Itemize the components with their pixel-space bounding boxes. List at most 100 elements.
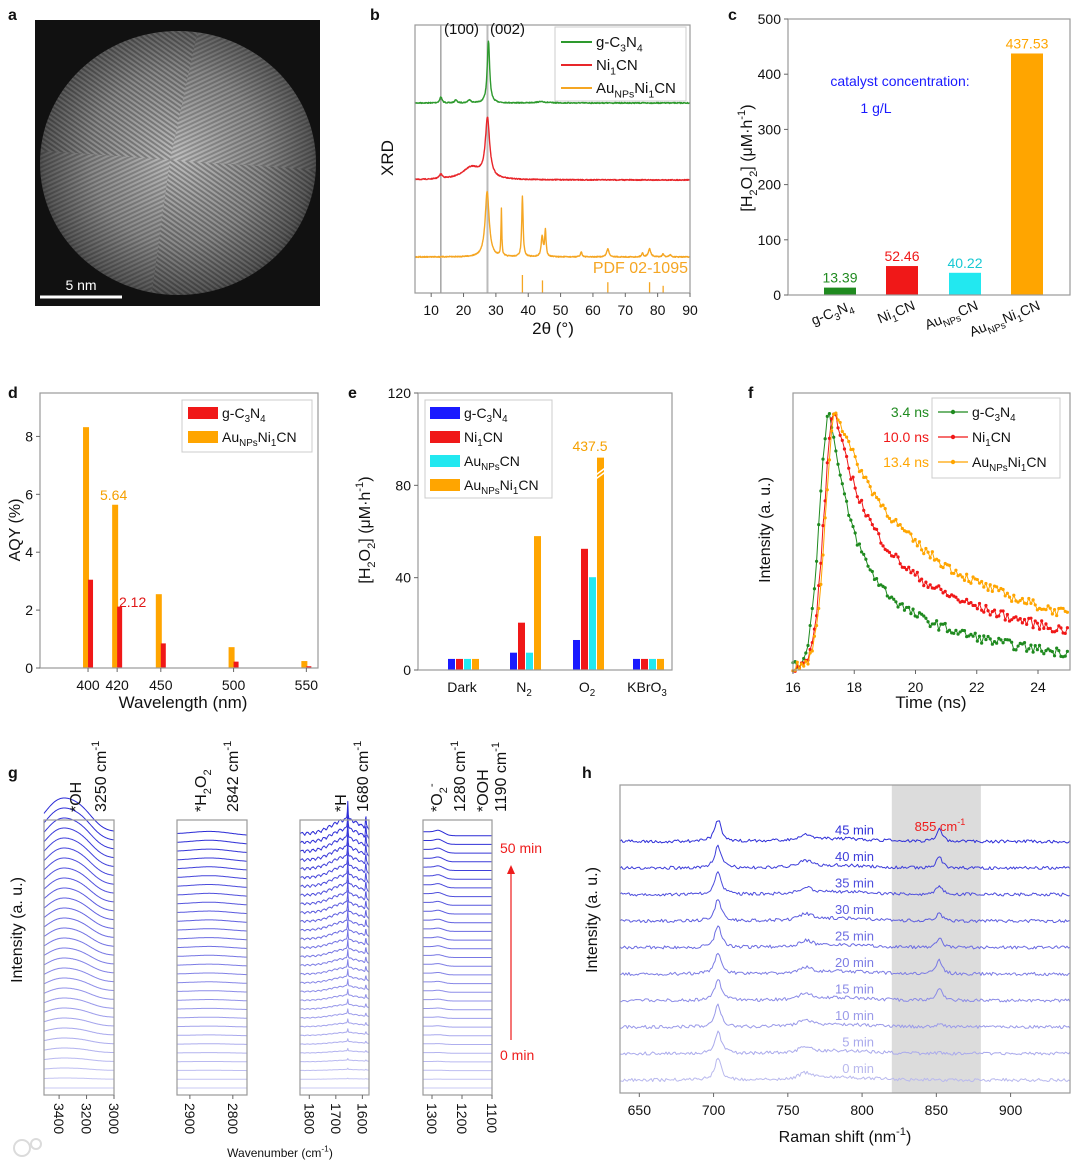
panel-letter: c xyxy=(728,7,737,24)
data-point xyxy=(920,548,924,552)
data-point xyxy=(982,585,986,589)
data-point xyxy=(1033,603,1037,607)
ftir-trace xyxy=(177,999,247,1002)
data-point xyxy=(1033,619,1037,623)
data-point xyxy=(971,634,975,638)
data-point xyxy=(960,575,964,579)
data-point xyxy=(842,432,847,437)
x-tick-label: 1700 xyxy=(328,1103,344,1134)
data-point xyxy=(1065,626,1069,630)
legend-swatch xyxy=(430,431,460,443)
data-point xyxy=(911,568,915,573)
data-point xyxy=(986,588,990,592)
data-point xyxy=(952,631,956,635)
data-point xyxy=(954,628,958,632)
ftir-trace xyxy=(43,967,115,983)
x-tick-label: AuNPsCN xyxy=(922,297,981,337)
data-point xyxy=(997,589,1001,593)
ftir-trace xyxy=(43,807,115,841)
y-tick-label: 0 xyxy=(403,662,411,678)
bar xyxy=(456,658,463,670)
ftir-trace xyxy=(43,1067,114,1071)
ftir-trace xyxy=(423,918,492,924)
data-point xyxy=(962,629,967,633)
data-point xyxy=(988,583,992,587)
data-point xyxy=(1037,627,1042,631)
x-tick-label: 60 xyxy=(585,302,601,318)
data-point xyxy=(1065,610,1069,614)
panel-f: f 16 18 20 22 24 g-C3N4 3.4 ns Ni1CN 10.0 ns AuNPs… xyxy=(748,385,1071,712)
data-point xyxy=(971,575,975,579)
data-point xyxy=(838,420,842,425)
plot-frame xyxy=(299,819,370,1096)
data-point xyxy=(853,455,857,459)
axis-break-mark xyxy=(594,466,607,477)
plot-frame xyxy=(787,18,1071,296)
ftir-trace xyxy=(423,883,492,889)
plot-frame xyxy=(619,784,1071,1094)
legend-label: AuNPsCN xyxy=(464,453,520,473)
data-point xyxy=(819,561,823,565)
ftir-trace xyxy=(43,847,115,876)
data-point xyxy=(866,480,870,484)
data-point xyxy=(894,600,898,604)
y-axis-label: Intensity (a. u.) xyxy=(9,877,26,983)
ftir-trace xyxy=(177,910,248,915)
ftir-trace xyxy=(177,857,247,862)
data-point xyxy=(943,589,947,593)
y-tick-label: 200 xyxy=(758,177,782,193)
data-point xyxy=(1016,644,1020,648)
data-point xyxy=(977,601,982,606)
data-point xyxy=(965,597,969,601)
data-point xyxy=(988,637,992,641)
x-tick-label: Dark xyxy=(447,679,478,695)
time-label: 10 min xyxy=(835,1008,874,1023)
x-tick-label: 550 xyxy=(295,677,319,693)
ftir-trace xyxy=(299,870,370,897)
data-point xyxy=(1033,644,1037,648)
ftir-trace xyxy=(423,865,492,871)
ftir-trace xyxy=(423,838,492,845)
ftir-trace xyxy=(299,890,370,915)
data-point xyxy=(922,552,926,556)
data-point xyxy=(926,620,930,624)
data-point xyxy=(849,477,853,481)
data-point xyxy=(821,553,825,557)
data-point xyxy=(842,447,847,451)
data-point xyxy=(907,565,911,569)
ftir-trace xyxy=(177,963,247,967)
data-point xyxy=(853,531,857,535)
data-point xyxy=(967,579,971,584)
data-point xyxy=(999,638,1003,642)
x-axis-label: 2θ (°) xyxy=(532,319,574,338)
highlight-region xyxy=(891,785,981,1093)
ftir-trace xyxy=(177,972,247,976)
data-point xyxy=(973,631,977,635)
data-label: 437.5 xyxy=(572,438,607,454)
data-point xyxy=(932,622,937,626)
data-point xyxy=(917,579,922,583)
data-point xyxy=(928,583,932,587)
ftir-trace xyxy=(43,997,115,1009)
data-point xyxy=(875,576,879,581)
raman-trace xyxy=(619,952,1071,977)
ftir-trace xyxy=(299,840,370,871)
legend-label: g-C3N4 xyxy=(972,404,1016,424)
data-point xyxy=(847,513,851,518)
data-point xyxy=(1040,619,1044,623)
panel-letter: a xyxy=(8,7,17,24)
plot-frame xyxy=(39,392,319,669)
ftir-trace xyxy=(299,988,370,1002)
bar xyxy=(534,536,541,670)
bar xyxy=(160,643,166,668)
data-point xyxy=(924,580,928,584)
data-point xyxy=(804,651,808,655)
highlight-label: 855 cm-1 xyxy=(915,817,966,834)
ftir-trace xyxy=(423,909,492,915)
panel-letter: e xyxy=(348,385,357,402)
data-point xyxy=(1031,650,1035,654)
axis-break-mark xyxy=(594,470,607,481)
ftir-trace xyxy=(176,954,248,958)
legend-marker xyxy=(950,434,956,440)
raman-trace xyxy=(619,820,1071,844)
